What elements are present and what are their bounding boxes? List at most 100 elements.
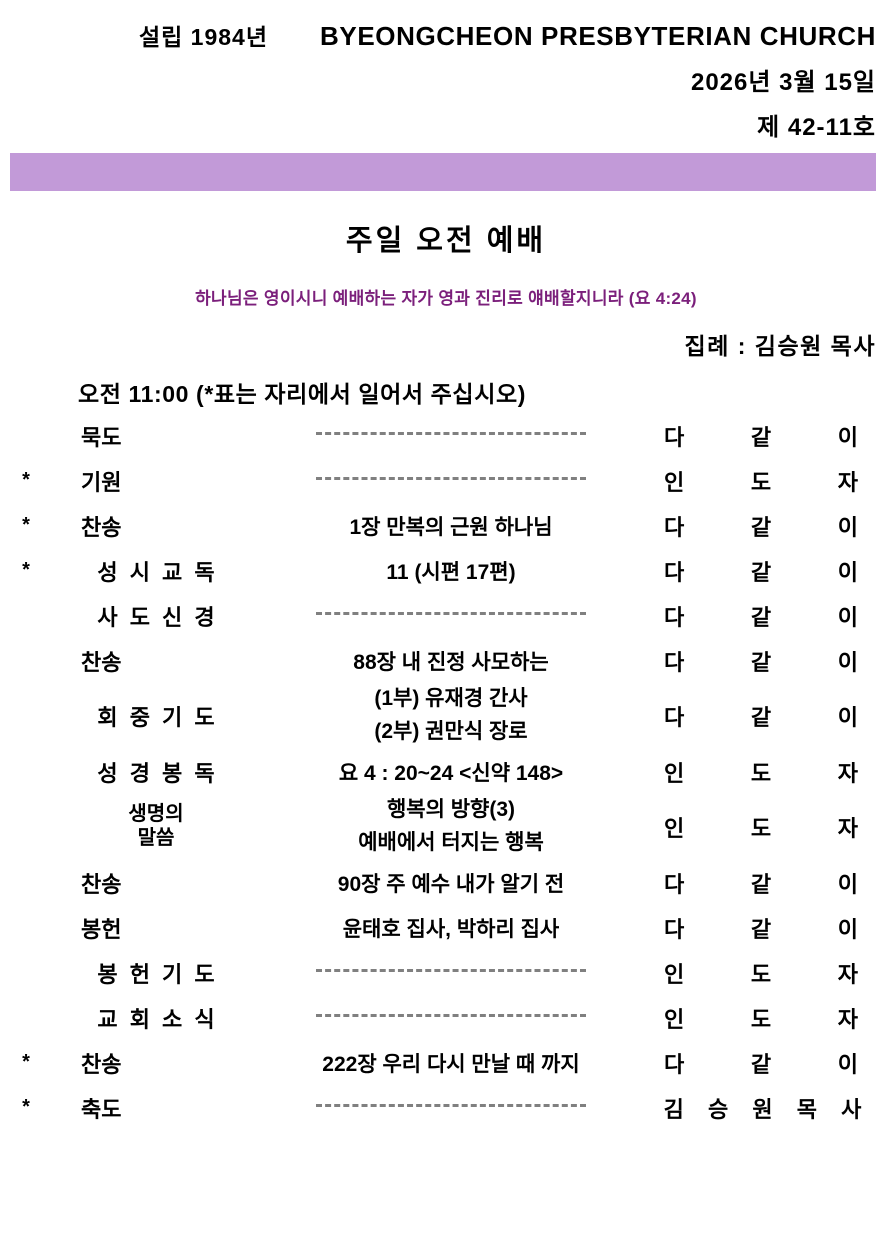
order-role-char: 같 bbox=[750, 559, 772, 585]
order-detail-dashes bbox=[260, 1085, 642, 1130]
order-detail-text: 90장 주 예수 내가 알기 전 bbox=[337, 872, 565, 896]
order-role-char: 이 bbox=[837, 1051, 858, 1077]
stand-up-marker-empty bbox=[0, 749, 52, 794]
decorative-purple-band bbox=[10, 153, 876, 191]
dashed-separator bbox=[316, 1104, 586, 1108]
order-role-label: 김 승 원 목 사 bbox=[663, 1096, 871, 1122]
order-item-label-text: 묵도 bbox=[81, 424, 122, 450]
order-detail-text: 11 (시편 17편) bbox=[386, 560, 516, 584]
order-item-label: 축도 bbox=[52, 1085, 260, 1130]
order-item-label: 사 도 신 경 bbox=[52, 593, 260, 638]
order-role-char: 같 bbox=[750, 649, 772, 675]
service-title: 주일 오전 예배 bbox=[345, 225, 547, 257]
order-item-label-text: 봉 헌 기 도 bbox=[97, 961, 218, 987]
order-item-label: 성 경 봉 독 bbox=[52, 749, 260, 794]
order-role-char: 다 bbox=[664, 604, 685, 630]
order-row: 생명의 말씀 행복의 방향(3) 예배에서 터지는 행복 인 도 자 bbox=[0, 794, 892, 860]
order-item-label-text: 회 중 기 도 bbox=[97, 705, 218, 730]
order-item-label-text: 봉헌 bbox=[81, 916, 122, 942]
stand-up-marker: * bbox=[22, 1051, 30, 1073]
church-name-english: BYEONGCHEON PRESBYTERIAN CHURCH bbox=[320, 21, 876, 51]
order-role-char: 자 bbox=[837, 816, 858, 841]
order-detail-text: 1장 만복의 근원 하나님 bbox=[349, 515, 553, 539]
order-role-char: 다 bbox=[664, 705, 685, 730]
service-time-note: 오전 11:00 (*표는 자리에서 일어서 주십시오) bbox=[78, 381, 526, 407]
stand-up-marker-empty bbox=[0, 995, 52, 1040]
order-role-char: 같 bbox=[750, 424, 772, 450]
order-role-char: 같 bbox=[750, 916, 772, 942]
order-role-char: 인 bbox=[664, 816, 685, 841]
order-role-char: 이 bbox=[837, 916, 858, 942]
order-item-label: 기원 bbox=[52, 458, 260, 503]
order-row: 회 중 기 도 (1부) 유재경 간사 (2부) 권만식 장로 다 같 이 bbox=[0, 683, 892, 749]
order-detail-text: 윤태호 집사, 박하리 집사 bbox=[342, 917, 560, 941]
order-item-label: 성 시 교 독 bbox=[52, 548, 260, 593]
stand-up-marker-empty bbox=[0, 950, 52, 995]
order-role-char: 이 bbox=[837, 871, 858, 897]
order-row: * 축도 김 승 원 목 사 bbox=[0, 1085, 892, 1130]
order-role-char: 도 bbox=[750, 760, 772, 786]
order-of-worship-table: 묵도 다 같 이 * 기원 인 도 자 * 찬송 1장 만복의 근원 하나님 다 같 이 * 성 시 교 독 11… bbox=[0, 413, 892, 1130]
order-row: * 성 시 교 독 11 (시편 17편) 다 같 이 bbox=[0, 548, 892, 593]
dashed-separator bbox=[316, 612, 586, 616]
order-detail-text: 행복의 방향(3) 예배에서 터지는 행복 bbox=[260, 794, 642, 860]
stand-up-marker-empty bbox=[0, 905, 52, 950]
dashed-separator bbox=[316, 477, 586, 481]
scripture-verse: 하나님은 영이시니 예배하는 자가 영과 진리로 얘배할지니라 (요 4:24) bbox=[195, 289, 697, 308]
dashed-separator bbox=[316, 432, 586, 436]
order-role-char: 도 bbox=[750, 469, 772, 495]
order-role-char: 인 bbox=[664, 760, 685, 786]
order-row: * 기원 인 도 자 bbox=[0, 458, 892, 503]
stand-up-marker-empty bbox=[0, 683, 52, 749]
stand-up-marker: * bbox=[22, 514, 30, 536]
stand-up-marker-empty bbox=[0, 860, 52, 905]
dashed-separator bbox=[316, 1014, 586, 1018]
order-item-label-text: 찬송 bbox=[81, 1051, 122, 1077]
order-item-label-text: 교 회 소 식 bbox=[97, 1006, 218, 1032]
order-role-char: 도 bbox=[750, 1006, 772, 1032]
order-role-char: 이 bbox=[837, 559, 858, 585]
order-item-label-text: 축도 bbox=[81, 1096, 122, 1122]
order-role-char: 인 bbox=[664, 1006, 685, 1032]
order-row: 묵도 다 같 이 bbox=[0, 413, 892, 458]
order-detail-line: (2부) 권만식 장로 bbox=[374, 720, 528, 743]
order-item-label-text: 사 도 신 경 bbox=[97, 604, 218, 630]
order-role-char: 인 bbox=[664, 469, 685, 495]
order-item-label-text: 찬송 bbox=[81, 514, 122, 540]
order-role-char: 다 bbox=[664, 649, 685, 675]
order-item-label: 찬송 bbox=[52, 503, 260, 548]
order-detail-dashes bbox=[260, 995, 642, 1040]
order-role-char: 자 bbox=[837, 961, 858, 987]
order-role-char: 같 bbox=[750, 1051, 772, 1077]
order-item-label: 찬송 bbox=[52, 638, 260, 683]
order-detail-text: 요 4 : 20~24 <신약 148> bbox=[338, 761, 564, 785]
order-role-char: 이 bbox=[837, 514, 858, 540]
stand-up-marker: * bbox=[22, 469, 30, 491]
order-row: * 찬송 1장 만복의 근원 하나님 다 같 이 bbox=[0, 503, 892, 548]
order-role-char: 이 bbox=[837, 649, 858, 675]
order-role-char: 같 bbox=[750, 604, 772, 630]
bulletin-issue-number: 제 42-11호 bbox=[757, 114, 876, 141]
order-detail-dashes bbox=[260, 593, 642, 638]
order-role-char: 같 bbox=[750, 514, 772, 540]
